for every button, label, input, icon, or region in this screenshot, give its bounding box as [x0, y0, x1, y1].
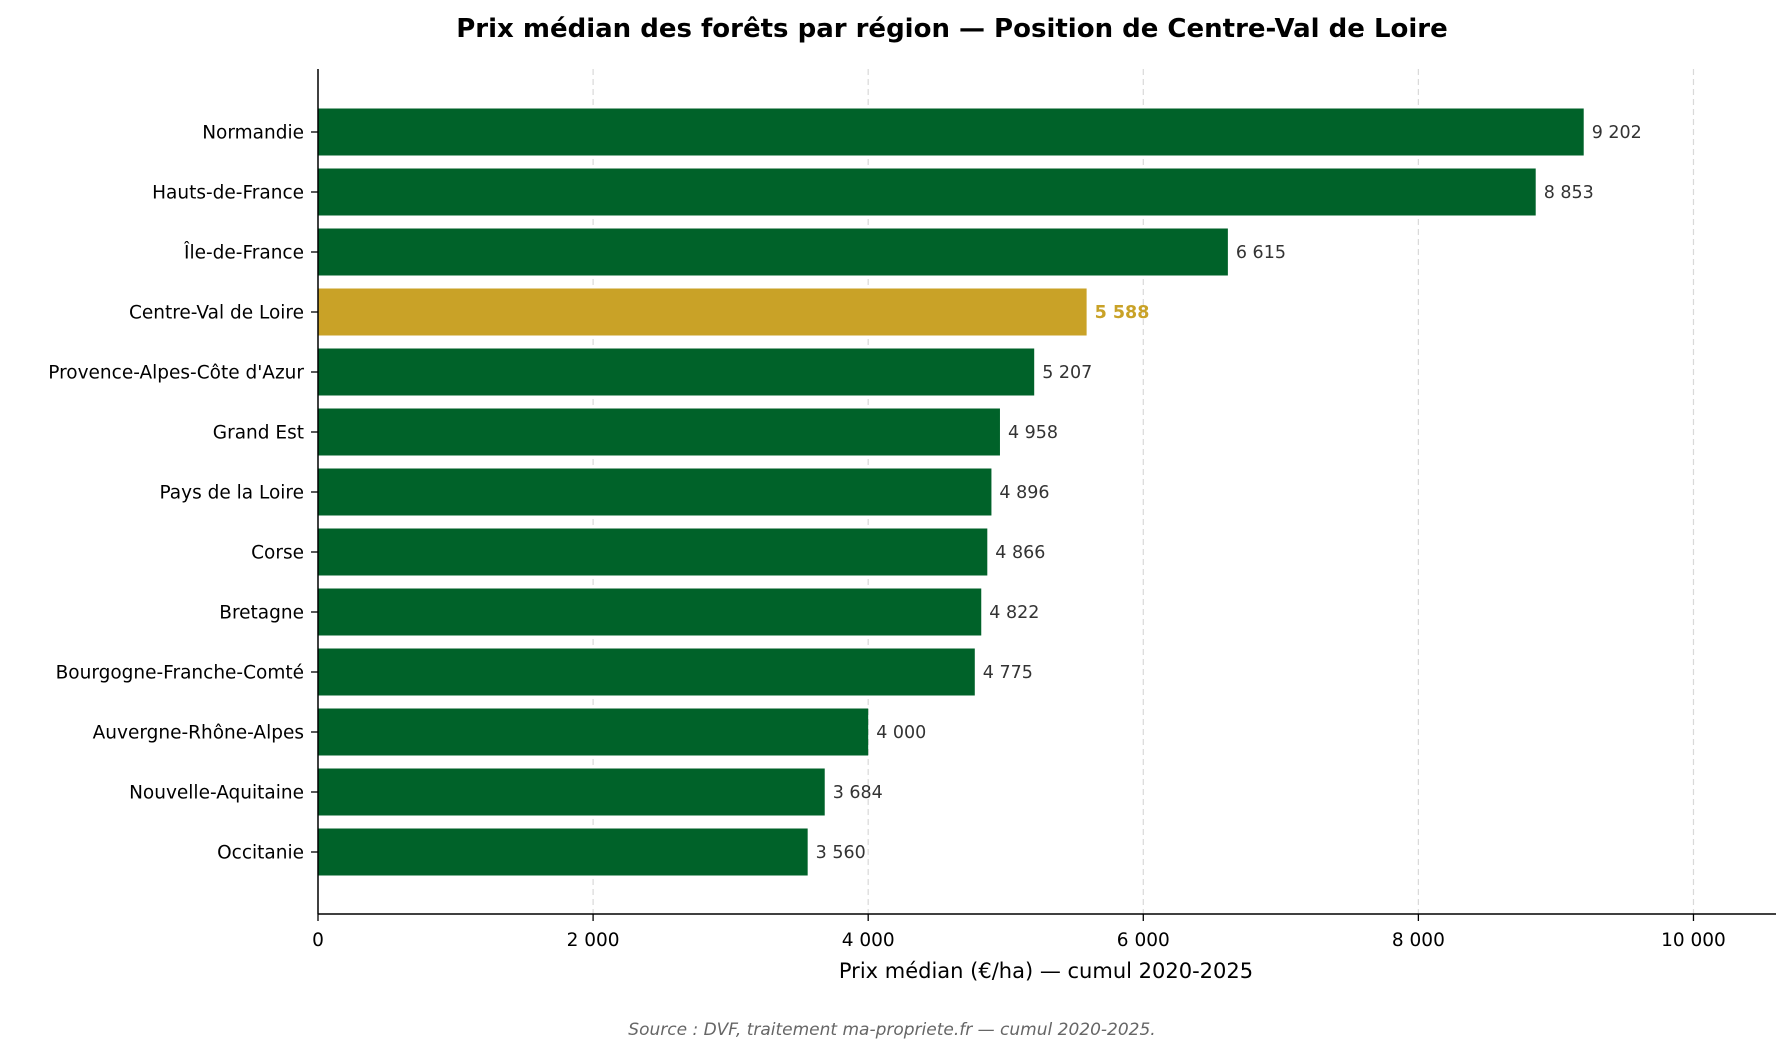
- data-label: 3 684: [833, 783, 883, 803]
- data-label: 4 896: [999, 483, 1049, 503]
- chart-title: Prix médian des forêts par région — Posi…: [456, 14, 1448, 44]
- bar: [318, 288, 1087, 336]
- x-tick-label: 0: [312, 930, 324, 951]
- data-label: 4 000: [876, 723, 926, 743]
- bar: [318, 348, 1035, 396]
- bar: [318, 528, 988, 576]
- category-label: Occitanie: [217, 843, 304, 864]
- data-label: 6 615: [1236, 243, 1286, 263]
- category-label: Bretagne: [219, 603, 304, 624]
- category-label: Pays de la Loire: [159, 483, 304, 504]
- bars: [318, 108, 1584, 876]
- bar: [318, 168, 1536, 216]
- x-axis-label: Prix médian (€/ha) — cumul 2020-2025: [839, 959, 1253, 983]
- bar: [318, 108, 1584, 156]
- bar: [318, 588, 982, 636]
- data-label: 4 822: [989, 603, 1039, 623]
- bar: [318, 828, 808, 876]
- category-label: Normandie: [202, 123, 304, 144]
- x-tick-label: 4 000: [842, 930, 895, 951]
- data-label: 5 588: [1095, 303, 1150, 323]
- category-labels: Normandie Hauts-de-France Île-de-France Cen…: [48, 123, 304, 864]
- bar: [318, 648, 975, 696]
- axes: [311, 69, 1776, 915]
- category-label: Auvergne-Rhône-Alpes: [93, 723, 304, 744]
- bar: [318, 468, 992, 516]
- data-label: 9 202: [1592, 123, 1642, 143]
- x-tick-label: 2 000: [567, 930, 620, 951]
- data-label: 3 560: [816, 843, 866, 863]
- data-label: 5 207: [1042, 363, 1092, 383]
- x-tick-label: 6 000: [1117, 930, 1170, 951]
- category-label: Corse: [251, 543, 304, 564]
- data-label: 8 853: [1544, 183, 1594, 203]
- category-label: Grand Est: [213, 423, 304, 444]
- category-label: Nouvelle-Aquitaine: [129, 783, 304, 804]
- x-tick-label: 10 000: [1661, 930, 1726, 951]
- x-ticks: 0 2 000 4 000 6 000 8 000 10 000: [312, 914, 1726, 951]
- bar: [318, 708, 869, 756]
- data-labels: 9 202 8 853 6 615 5 588 5 207 4 958 4 896 4 866…: [816, 123, 1642, 863]
- bar: [318, 768, 825, 816]
- source-note: Source : DVF, traitement ma-propriete.fr…: [628, 1020, 1155, 1040]
- bar: [318, 408, 1000, 456]
- x-tick-label: 8 000: [1392, 930, 1445, 951]
- data-label: 4 775: [983, 663, 1033, 683]
- category-label: Provence-Alpes-Côte d'Azur: [48, 363, 304, 384]
- data-label: 4 866: [995, 543, 1045, 563]
- data-label: 4 958: [1008, 423, 1058, 443]
- category-label: Centre-Val de Loire: [129, 303, 304, 324]
- category-label: Hauts-de-France: [152, 183, 304, 204]
- category-label: Bourgogne-Franche-Comté: [56, 663, 304, 684]
- category-label: Île-de-France: [183, 242, 304, 264]
- bar: [318, 228, 1228, 276]
